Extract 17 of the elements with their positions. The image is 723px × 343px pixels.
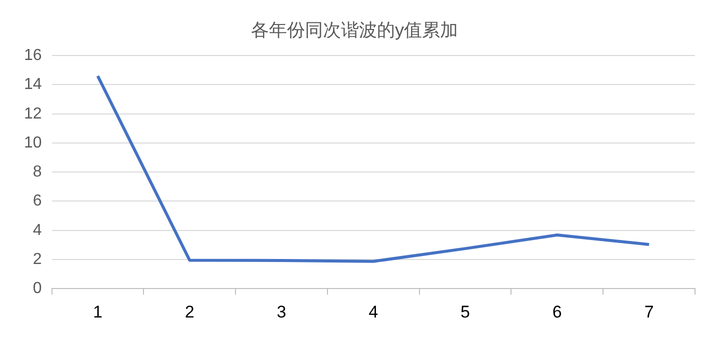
y-tick-label: 4 [32,222,42,239]
y-tick-label: 16 [24,47,42,64]
y-tick-label: 12 [24,105,42,122]
x-tick-label: 2 [184,302,194,322]
x-tick-label: 6 [552,302,562,322]
y-tick-label: 0 [32,280,42,298]
y-tick-label: 14 [24,76,42,94]
x-tick-label: 3 [276,302,286,322]
y-tick-label: 8 [32,164,42,181]
x-tick-label: 7 [644,302,654,322]
x-tick-label: 1 [93,302,102,322]
y-tick-label: 6 [32,192,42,210]
y-tick-label: 2 [32,250,42,268]
chart-title: 各年份同次谐波的y值累加 [251,20,458,40]
y-tick-label: 10 [24,134,42,152]
x-tick-label: 4 [368,302,378,322]
x-tick-label: 5 [460,302,470,322]
